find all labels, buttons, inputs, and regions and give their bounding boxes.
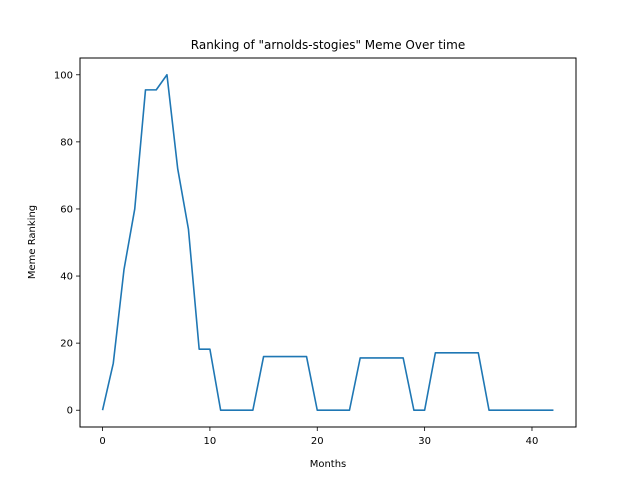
- x-axis-label: Months: [310, 459, 347, 470]
- x-tick-label: 10: [204, 436, 217, 447]
- y-axis-label: Meme Ranking: [27, 205, 38, 279]
- x-tick-label: 0: [99, 436, 105, 447]
- plot-frame: [79, 57, 577, 428]
- y-tick-label: 80: [60, 137, 73, 148]
- y-tick-label: 60: [60, 204, 73, 215]
- x-axis: 0 10 20 30 40: [99, 427, 538, 447]
- x-tick-label: 40: [526, 436, 539, 447]
- y-axis: 0 20 40 60 80 100: [54, 70, 80, 417]
- series-line: [101, 73, 554, 412]
- plot-area: [101, 73, 554, 412]
- y-tick-label: 40: [60, 272, 73, 283]
- y-tick-label: 20: [60, 339, 73, 350]
- x-tick-label: 20: [311, 436, 324, 447]
- y-tick-label: 0: [67, 406, 73, 417]
- y-tick-label: 100: [54, 70, 73, 81]
- chart-title: Ranking of "arnolds-stogies" Meme Over t…: [191, 38, 465, 52]
- x-tick-label: 30: [418, 436, 431, 447]
